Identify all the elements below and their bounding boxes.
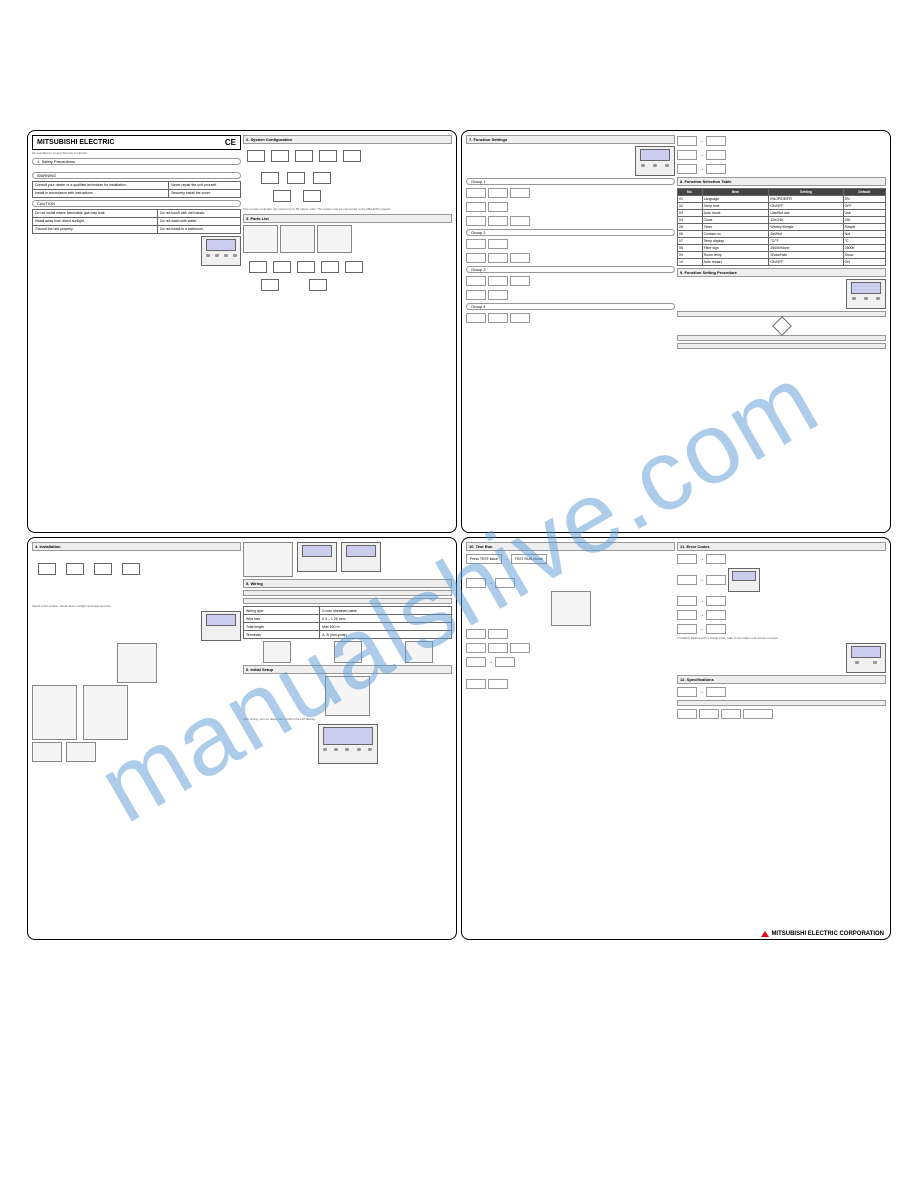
mounting-diagram-2 xyxy=(32,685,77,740)
function-settings-heading: 7. Function Settings xyxy=(466,135,675,144)
group-3-label: Group 3 xyxy=(466,266,675,273)
parts-illustration-1 xyxy=(243,225,278,253)
attach-sketch-3 xyxy=(405,641,433,663)
install-heading: 4. Installation xyxy=(32,542,241,551)
rc-illustration-9 xyxy=(846,643,886,673)
rc-illustration-4 xyxy=(201,611,241,641)
caution-pill: CAUTION xyxy=(32,200,241,207)
group-1-label: Group 1 xyxy=(466,178,675,185)
function-table: No.ItemSettingDefault 01LanguageEN/JP/DE… xyxy=(677,188,886,266)
install-diagram xyxy=(32,553,241,603)
wiring-diagram xyxy=(243,255,452,295)
sheet4-col2: 11. Error Codes → → → → → If CHECK flash… xyxy=(677,542,886,935)
sheet-4: 10. Test Run Press TEST twice→TEST RUN s… xyxy=(461,537,891,940)
sheet-2: 7. Function Settings Group 1 Group 2 Gro… xyxy=(461,130,891,533)
test-diagram xyxy=(551,591,591,626)
rc-illustration-7 xyxy=(318,724,378,764)
parts-sketch-2 xyxy=(66,742,96,762)
footer-brand-text: MITSUBISHI ELECTRIC CORPORATION xyxy=(771,931,884,935)
attach-sketch-2 xyxy=(334,641,362,663)
sheet-1: MITSUBISHI ELECTRIC CE Air-Conditioner L… xyxy=(27,130,457,533)
mounting-diagram-3 xyxy=(83,685,128,740)
sheet1-col2: 2. System Configuration One remote contr… xyxy=(243,135,452,528)
flow-heading: 9. Function Setting Procedure xyxy=(677,268,886,277)
setup-text: After wiring, turn on power and confirm … xyxy=(243,718,452,722)
caution-table: Do not install where flammable gas may l… xyxy=(32,209,241,234)
system-text: One remote controller can control up to … xyxy=(243,208,452,212)
document-spread: MITSUBISHI ELECTRIC CE Air-Conditioner L… xyxy=(27,130,891,940)
sheet3-col2: 5. Wiring Wiring type2-core sheathed cab… xyxy=(243,542,452,935)
install-text: Select a flat surface. Avoid direct sunl… xyxy=(32,605,241,609)
wiring-table: Wiring type2-core sheathed cable Wire si… xyxy=(243,606,452,639)
sheet-3: 4. Installation Select a flat surface. A… xyxy=(27,537,457,940)
err-heading: 11. Error Codes xyxy=(677,542,886,551)
rc-illustration-6 xyxy=(341,542,381,572)
rc-illustration-8 xyxy=(728,568,760,592)
rc-illustration-5 xyxy=(297,542,337,572)
brand-header: MITSUBISHI ELECTRIC CE xyxy=(32,135,241,150)
parts-sketch-1 xyxy=(32,742,62,762)
parts-illustration-3 xyxy=(317,225,352,253)
parts-heading: 3. Parts List xyxy=(243,214,452,223)
warning-pill: WARNING xyxy=(32,172,241,179)
function-table-heading: 8. Function Selection Table xyxy=(677,177,886,186)
mitsubishi-logo-icon xyxy=(761,931,769,935)
wiring-sketch-1 xyxy=(243,542,293,577)
mounting-diagram-1 xyxy=(117,643,157,683)
brand-name: MITSUBISHI ELECTRIC xyxy=(37,139,114,146)
sheet2-col2: → → → 8. Function Selection Table No.Ite… xyxy=(677,135,886,528)
setup-sketch xyxy=(325,676,370,716)
err-note: If CHECK flashes with a 4-digit code, re… xyxy=(677,637,886,641)
group-2-label: Group 2 xyxy=(466,229,675,236)
wire-heading: 5. Wiring xyxy=(243,579,452,588)
safety-heading: 1. Safety Precautions xyxy=(32,158,241,165)
warning-table: Consult your dealer or a qualified techn… xyxy=(32,181,241,198)
system-config-heading: 2. System Configuration xyxy=(243,135,452,144)
footer-brand: MITSUBISHI ELECTRIC CORPORATION xyxy=(761,931,884,935)
rc-illustration-3 xyxy=(846,279,886,309)
parts-illustration-2 xyxy=(280,225,315,253)
group-4-label: Group 4 xyxy=(466,303,675,310)
sheet2-col1: 7. Function Settings Group 1 Group 2 Gro… xyxy=(466,135,675,528)
remote-controller-illustration xyxy=(201,236,241,266)
product-title: Air-Conditioner Lineup Remote Controller xyxy=(32,152,241,156)
sheet3-col1: 4. Installation Select a flat surface. A… xyxy=(32,542,241,935)
rc-illustration-2 xyxy=(635,146,675,176)
sheet4-col1: 10. Test Run Press TEST twice→TEST RUN s… xyxy=(466,542,675,935)
attach-sketch-1 xyxy=(263,641,291,663)
ce-mark: CE xyxy=(225,138,236,147)
flow-bar-3 xyxy=(677,343,886,349)
setup-heading: 6. Initial Setup xyxy=(243,665,452,674)
test-heading: 10. Test Run xyxy=(466,542,675,551)
spec-heading: 12. Specifications xyxy=(677,675,886,684)
sheet1-col1: MITSUBISHI ELECTRIC CE Air-Conditioner L… xyxy=(32,135,241,528)
system-diagram xyxy=(243,146,452,206)
decision-diamond xyxy=(772,316,792,336)
